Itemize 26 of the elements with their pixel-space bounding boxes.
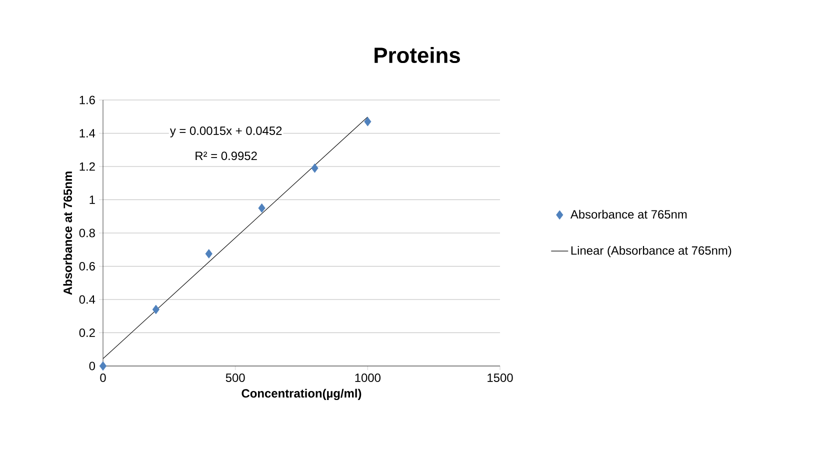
point bbox=[205, 249, 212, 258]
x-tick-label: 1000 bbox=[355, 374, 380, 382]
legend-label: Linear (Absorbance at 765nm) bbox=[571, 246, 732, 258]
annotation: R² = 0.9952 bbox=[196, 152, 257, 160]
x-axis-title: Concentration(µg/ml) bbox=[242, 388, 362, 400]
legend-label: Absorbance at 765nm bbox=[570, 210, 687, 219]
y-axis-title: Absorbance at 765nm bbox=[63, 172, 72, 295]
point bbox=[152, 304, 160, 314]
point bbox=[364, 116, 372, 126]
x-tick-label: 0 bbox=[100, 374, 106, 382]
x-tick-label: 1500 bbox=[488, 374, 513, 382]
y-tick-label: 0.2 bbox=[79, 328, 95, 337]
y-tick-label: 0.4 bbox=[79, 295, 96, 304]
point bbox=[258, 203, 266, 213]
y-tick-label: 0.6 bbox=[79, 262, 95, 270]
point bbox=[99, 361, 107, 371]
y-tick-label: 1.2 bbox=[80, 162, 95, 171]
point bbox=[311, 163, 318, 173]
y-tick-label: 0.8 bbox=[79, 228, 95, 238]
annotation: y = 0.0015x + 0.0452 bbox=[170, 126, 282, 138]
chart-title: Proteins bbox=[374, 46, 460, 64]
y-tick-label: 1.4 bbox=[80, 129, 96, 138]
y-tick-label: 0 bbox=[89, 362, 96, 370]
x-tick-label: 500 bbox=[226, 374, 245, 382]
y-tick-label: 1 bbox=[90, 196, 95, 204]
y-tick-label: 1.6 bbox=[80, 96, 95, 104]
